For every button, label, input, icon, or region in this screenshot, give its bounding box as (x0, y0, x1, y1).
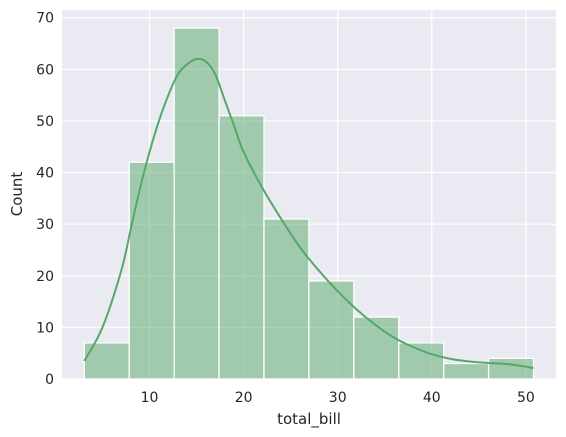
x-tick-labels: 10 20 30 40 50 (141, 390, 535, 406)
histogram-bar (443, 362, 490, 380)
histogram-bar (218, 115, 265, 380)
histogram-bar (487, 357, 535, 380)
x-axis-label: total_bill (277, 410, 341, 429)
y-axis-label: Count (8, 172, 26, 217)
y-tick-label: 50 (36, 114, 54, 130)
histogram-bars (83, 27, 535, 380)
y-tick-label: 40 (36, 166, 54, 182)
kde-curve (83, 57, 534, 370)
y-tick-label: 60 (36, 62, 54, 78)
x-tick-label: 20 (235, 390, 253, 406)
histogram-bar (353, 316, 400, 380)
histogram-bar (173, 27, 220, 380)
y-tick-labels: 0 10 20 30 40 50 60 70 (36, 11, 54, 388)
y-tick-label: 10 (36, 320, 54, 336)
x-tick-label: 40 (423, 390, 441, 406)
histogram-bar (308, 280, 355, 380)
y-tick-label: 0 (45, 372, 54, 388)
histogram-bar (263, 218, 310, 380)
histogram-bar (398, 342, 445, 380)
y-tick-label: 70 (36, 11, 54, 27)
x-tick-label: 30 (329, 390, 347, 406)
x-tick-label: 50 (517, 390, 535, 406)
x-tick-label: 10 (141, 390, 159, 406)
histogram-bar (128, 161, 175, 380)
y-tick-label: 20 (36, 269, 54, 285)
y-tick-label: 30 (36, 217, 54, 233)
